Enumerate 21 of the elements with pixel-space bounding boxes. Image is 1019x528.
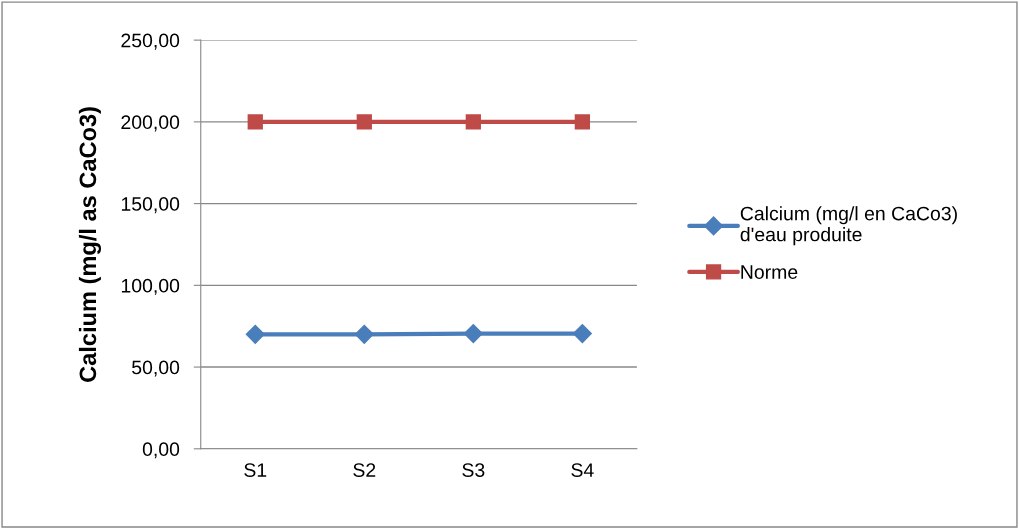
legend-label: Calcium (mg/l en CaCo3) d'eau produite [740,206,957,246]
y-axis-title: Calcium (mg/l as CaCo3) [78,107,101,382]
x-tick-label: S3 [462,463,485,477]
point [247,114,263,130]
point [356,114,372,130]
point [245,324,265,344]
x-tick-label: S1 [244,463,267,477]
point [354,324,374,344]
y-tick-label: 150,00 [121,197,180,214]
y-tick-label: 200,00 [121,115,180,132]
point [574,114,590,130]
y-tick-label: 100,00 [121,278,180,295]
x-tick-label: S2 [353,463,376,477]
x-tick-label: S4 [571,463,594,477]
point [465,114,481,130]
y-tick-label: 50,00 [132,360,180,377]
point [572,324,592,344]
legend-label: Norme [741,265,798,279]
point [463,324,483,344]
y-tick-label: 0,00 [142,442,180,459]
y-tick-label: 250,00 [121,33,180,50]
